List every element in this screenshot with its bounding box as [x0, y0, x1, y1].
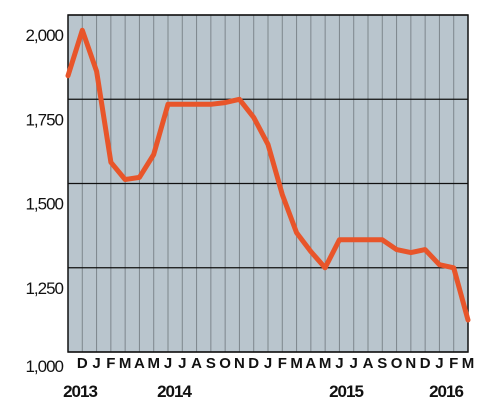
year-label: 2013 [63, 382, 97, 401]
year-label: 2016 [429, 382, 463, 401]
x-tick-label: F [106, 355, 115, 372]
x-tick-label: D [77, 355, 88, 372]
x-tick-label: A [134, 355, 145, 372]
y-tick-label: 1,250 [25, 279, 63, 298]
x-tick-label: A [305, 355, 316, 372]
year-label: 2015 [329, 382, 363, 401]
x-tick-label: J [350, 355, 358, 372]
x-tick-label: J [178, 355, 186, 372]
x-tick-label: D [248, 355, 259, 372]
x-tick-label: O [391, 355, 403, 372]
plot-frame [67, 14, 469, 353]
year-label: 2014 [157, 382, 192, 401]
x-tick-label: J [264, 355, 272, 372]
x-tick-label: S [377, 355, 387, 372]
x-tick-label: O [219, 355, 231, 372]
x-tick-label: J [92, 355, 100, 372]
y-tick-label: 1,000 [25, 357, 63, 376]
x-tick-label: N [234, 355, 245, 372]
x-tick-label: M [147, 355, 160, 372]
x-tick-label: S [206, 355, 216, 372]
x-tick-label: J [164, 355, 172, 372]
x-tick-label: M [119, 355, 132, 372]
x-tick-label: F [449, 355, 458, 372]
x-tick-label: M [319, 355, 332, 372]
data-line [65, 27, 471, 323]
x-tick-label: F [278, 355, 287, 372]
y-tick-label: 1,500 [25, 195, 63, 214]
y-tick-label: 1,750 [25, 110, 63, 129]
x-tick-label: M [462, 355, 475, 372]
x-tick-label: A [363, 355, 374, 372]
x-tick-label: M [290, 355, 303, 372]
x-tick-label: N [405, 355, 416, 372]
x-tick-label: A [191, 355, 202, 372]
x-tick-label: J [435, 355, 443, 372]
x-tick-label: J [335, 355, 343, 372]
y-tick-label: 2,000 [25, 26, 63, 45]
x-tick-label: D [420, 355, 431, 372]
